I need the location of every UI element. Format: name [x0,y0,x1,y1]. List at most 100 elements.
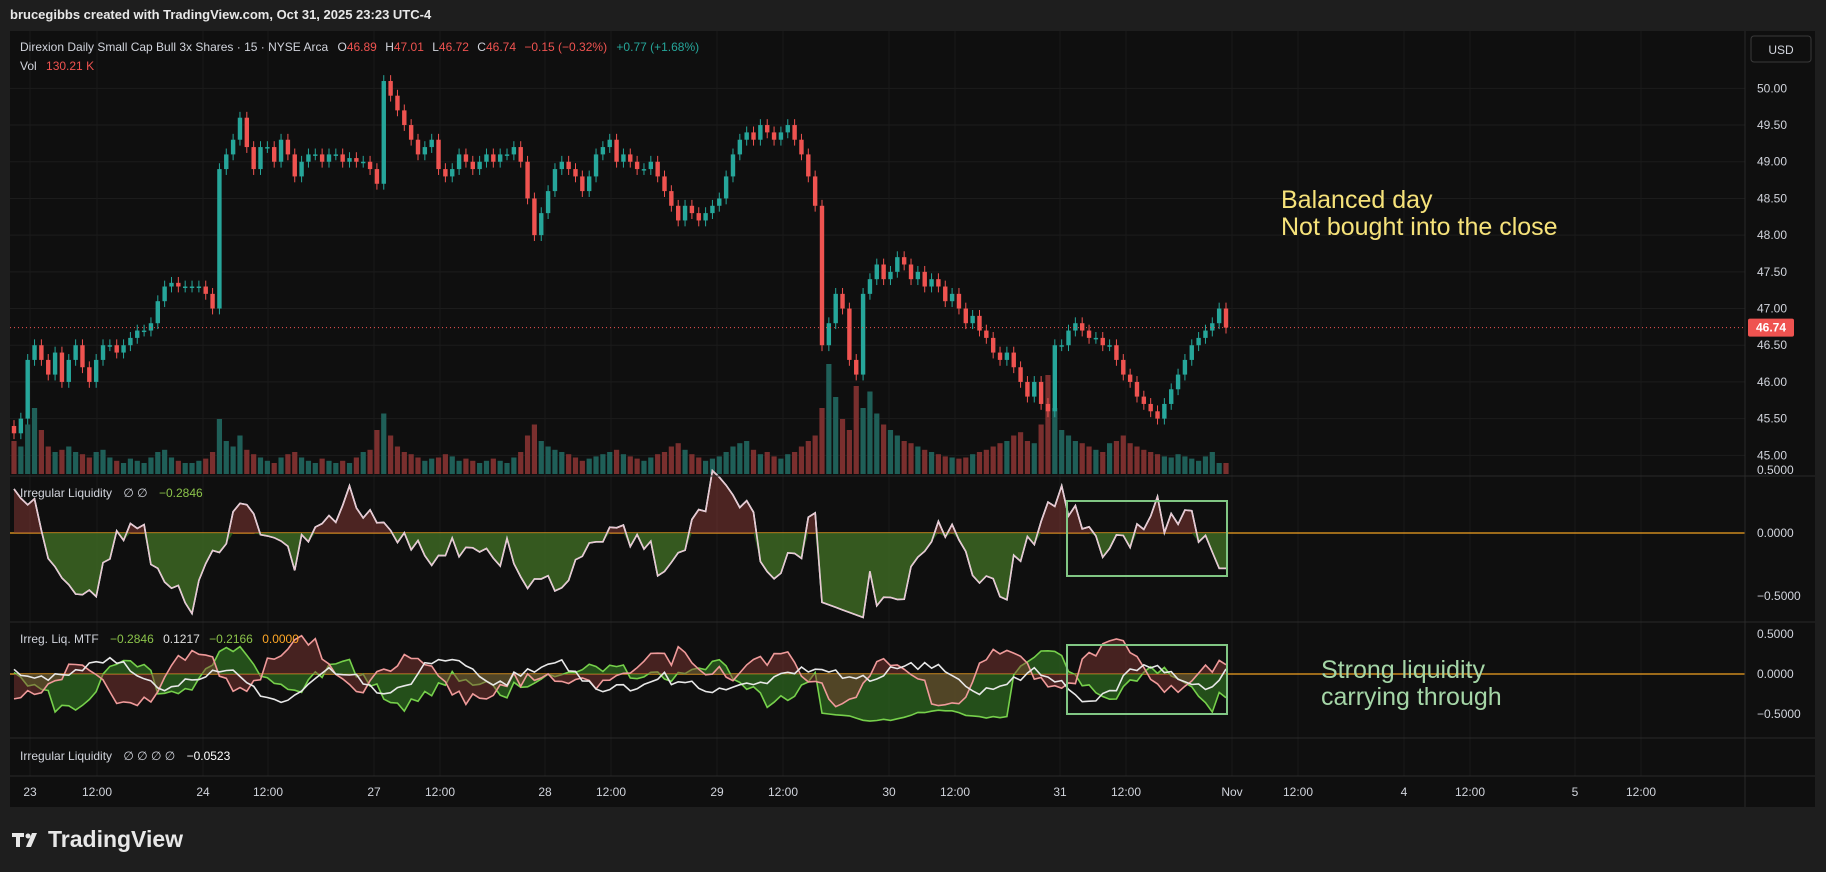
candle-body [1038,381,1044,404]
volume-bar [100,449,106,474]
volume-bar [367,449,373,474]
candle-body [881,264,886,280]
candle-body [340,154,345,162]
candle-body [662,176,667,192]
candle-body [100,345,106,360]
candle-body [1203,330,1208,338]
candle-body [744,132,749,140]
currency-button[interactable] [1750,35,1812,63]
volume-bar [764,452,770,474]
candle-body [46,359,51,375]
volume-bar [1004,441,1010,474]
candle-body [1196,337,1201,346]
ind-tick-label: −0.5000 [1757,707,1801,721]
volume-bar [1154,454,1161,474]
volume-bar [292,452,298,474]
volume-bar [1182,456,1188,474]
close-value: 46.74 [486,40,516,54]
candle-body [936,279,941,287]
volume-bar [696,457,702,474]
volume-bar [785,454,791,474]
candle-body [963,308,968,324]
candle-body [984,330,989,338]
volume-bar [141,463,147,474]
price-badge-text: 46.74 [1756,321,1786,335]
volume-bar [757,454,763,474]
volume-bar [264,460,270,474]
volume-bar [620,454,627,474]
volume-bar [613,449,620,474]
volume-bar [942,456,948,474]
candle-body [52,352,58,375]
candle-body [600,147,606,155]
volume-bar [429,458,435,474]
volume-bar [518,452,524,474]
candle-body [1080,323,1085,331]
candle-body [970,315,975,324]
volume-bar [798,446,805,474]
volume-bar [716,456,722,474]
ind3-name: Irregular Liquidity [20,749,112,763]
volume-bar [216,419,223,474]
ind1-value: −0.2846 [159,486,203,500]
volume-bar [1093,449,1099,474]
volume-bar [31,408,38,474]
volume-bars [11,364,1229,474]
symbol-name: Direxion Daily Small Cap Bull 3x Shares … [20,40,328,54]
note-carrying-through: carrying through [1321,683,1502,711]
candle-body [497,154,503,162]
volume-bar [73,452,79,474]
ind2-v2: 0.1217 [163,632,200,646]
candle-body [66,359,71,382]
time-tick-label: 31 [1053,785,1067,799]
volume-bar [668,446,674,474]
page-header: brucegibbs created with TradingView.com,… [10,7,432,22]
candle-body [703,213,708,221]
volume-bar [771,456,777,474]
volume-bar [538,441,544,474]
volume-bar [963,457,969,474]
price-tick-label: 46.50 [1757,338,1787,352]
volume-bar [990,446,996,474]
volume-bar [203,458,209,474]
candle-body [244,117,250,148]
candle-body [402,110,407,126]
candle-body [196,286,202,289]
candle-body [730,154,736,177]
volume-bar [1141,449,1147,474]
candle-body [525,161,530,199]
candle-body [1073,323,1078,331]
volume-bar [114,460,120,474]
volume-bar [381,413,387,474]
volume-bar [744,441,750,474]
candle-body [949,293,955,302]
candle-body [532,198,537,236]
volume-bar [511,457,517,474]
candle-body [539,213,544,236]
ind-fill [14,646,1226,722]
ext-change-value: +0.77 (+1.68%) [616,40,699,54]
candle-body [778,132,784,140]
volume-bar [374,430,380,474]
candle-body [25,359,30,419]
time-tick-label: 5 [1572,785,1579,799]
candle-body [765,125,770,133]
time-tick-label: 12:00 [768,785,798,799]
candle-body [758,125,763,140]
candle-body [552,169,558,192]
volume-bar [182,463,188,474]
candle-body [32,345,37,360]
tradingview-logo: TradingView [12,826,183,853]
volume-bar [305,460,312,474]
candle-body [771,132,777,140]
volume-bar [915,446,921,474]
candle-body [491,154,496,162]
ind-fill [14,635,1226,707]
price-tick-label: 50.00 [1757,81,1787,95]
candle-body [799,139,804,155]
volume-bar [25,424,31,474]
time-tick-label: 12:00 [1455,785,1485,799]
volume-bar [997,443,1003,474]
volume-bar [251,454,257,474]
